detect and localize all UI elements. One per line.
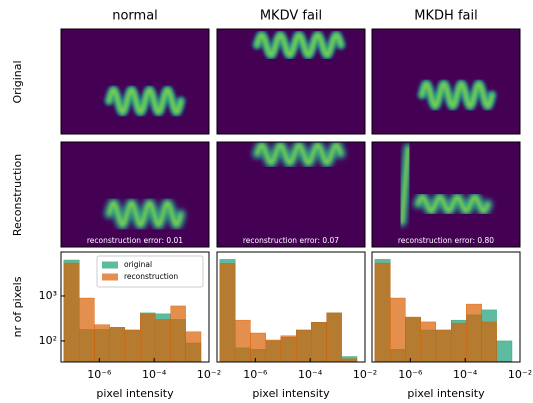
bar: [219, 263, 236, 362]
shape-core: [256, 33, 342, 57]
bar: [390, 297, 406, 362]
y-tick-label: 10²: [39, 334, 57, 347]
image-frame: [216, 28, 366, 135]
image-panel: [371, 141, 521, 248]
legend-box: [96, 255, 204, 288]
plot-area: [374, 259, 513, 362]
x-tick-label: 10⁻²: [353, 368, 377, 381]
bar: [420, 321, 437, 362]
plot-area: [63, 259, 202, 362]
bar: [435, 329, 452, 362]
bar: [250, 332, 266, 362]
bar: [185, 331, 202, 362]
image-content: [408, 40, 497, 122]
bar: [466, 303, 482, 362]
x-tick-label: 10⁻²: [508, 368, 532, 381]
bar: [296, 329, 312, 362]
axes-frame: [60, 251, 210, 363]
image-frame: [60, 141, 210, 248]
axes-frame: [216, 251, 366, 363]
image-bg: [372, 142, 520, 247]
x-tick-label: 10⁻⁴: [142, 368, 167, 381]
image-panel: [60, 28, 210, 135]
bar: [79, 297, 95, 362]
bar: [481, 321, 497, 362]
x-tick-label: 10⁻⁶: [87, 368, 112, 381]
plot-area: [219, 259, 358, 362]
bar: [280, 335, 297, 362]
bar: [496, 340, 513, 362]
image-frame: [371, 28, 521, 135]
y-axis-label: nr of pixels: [11, 276, 24, 337]
row-label: Reconstruction: [11, 154, 24, 236]
reconstruction-error: reconstruction error: 0.01: [87, 236, 183, 245]
image-content: [96, 30, 186, 122]
axes-frame: [371, 251, 521, 363]
bar: [374, 262, 391, 362]
image-panel: [371, 28, 521, 135]
column-title: normal: [112, 9, 158, 24]
image-frame: [216, 141, 366, 248]
legend-label: original: [124, 260, 152, 269]
bar: [405, 316, 421, 362]
bar: [124, 329, 141, 362]
image-content: [96, 143, 186, 235]
bar: [265, 339, 282, 362]
shape-core: [417, 195, 489, 213]
bar: [235, 319, 251, 362]
bar: [311, 322, 327, 362]
column-title: MKDV fail: [260, 9, 322, 24]
image-bg: [61, 142, 209, 247]
reconstruction-error: reconstruction error: 0.07: [243, 236, 339, 245]
legend-swatch: [102, 261, 118, 269]
image-panel: [60, 141, 210, 248]
column-title: MKDH fail: [414, 9, 477, 24]
bar: [140, 313, 156, 362]
bar: [155, 319, 171, 362]
x-tick-label: 10⁻⁴: [298, 368, 323, 381]
bar: [341, 358, 358, 362]
legend-label: reconstruction: [124, 272, 178, 281]
image-bg: [61, 29, 209, 134]
shape-core: [256, 143, 342, 165]
x-axis-label: pixel intensity: [252, 387, 330, 400]
bar: [63, 262, 80, 362]
shape-core: [108, 88, 182, 114]
image-content: [397, 143, 493, 227]
shape-core: [108, 201, 182, 227]
image-frame: [371, 141, 521, 248]
x-tick-label: 10⁻⁶: [243, 368, 268, 381]
y-tick-label: 10³: [39, 289, 57, 302]
x-tick-label: 10⁻⁴: [453, 368, 478, 381]
image-panel: [216, 28, 366, 135]
x-axis-label: pixel intensity: [96, 387, 174, 400]
bar: [94, 324, 110, 362]
row-label: Original: [11, 60, 24, 103]
legend-swatch: [102, 273, 118, 281]
image-content: [252, 142, 346, 169]
x-tick-label: 10⁻²: [197, 368, 221, 381]
bar: [451, 322, 467, 362]
x-tick-label: 10⁻⁶: [398, 368, 423, 381]
image-panel: [216, 141, 366, 248]
x-axis-label: pixel intensity: [407, 387, 485, 400]
shape-core: [421, 82, 493, 108]
image-frame: [60, 28, 210, 135]
shape-core: [401, 147, 409, 223]
bar: [326, 312, 342, 362]
bar: [109, 327, 126, 362]
reconstruction-error: reconstruction error: 0.80: [398, 236, 494, 245]
image-content: [252, 29, 346, 61]
bar: [170, 305, 186, 362]
